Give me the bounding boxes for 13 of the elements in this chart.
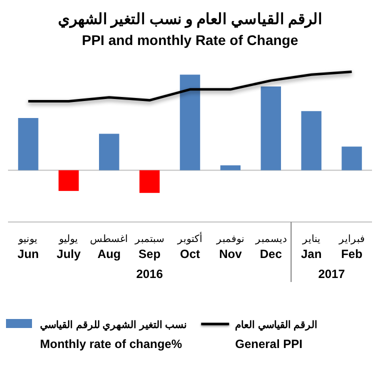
bar: [99, 134, 120, 170]
text: 2016: [136, 267, 164, 281]
chart-title: الرقم القياسي العام و نسب التغير الشهري: [58, 11, 322, 29]
bar: [18, 118, 38, 170]
bar: [58, 170, 79, 191]
text: 2017: [318, 267, 346, 281]
bar: [301, 111, 322, 170]
bar: [180, 74, 200, 170]
bar: [342, 146, 362, 170]
bar: [260, 86, 281, 170]
bar: [220, 165, 241, 170]
bar: [139, 170, 160, 193]
chart-subtitle: PPI and monthly Rate of Change: [82, 32, 298, 48]
